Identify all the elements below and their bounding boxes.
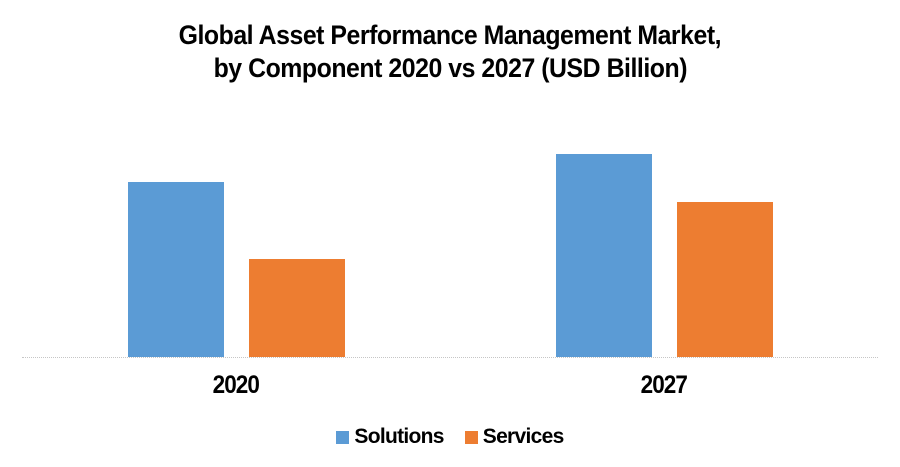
legend-item-services: Services [464,425,565,449]
bar-group-2020 [22,100,450,357]
solutions-swatch-icon [336,430,350,444]
legend: Solutions Services [0,425,900,449]
legend-label-solutions: Solutions [354,425,444,448]
bar-solutions-2027 [555,154,652,357]
chart-title-line-1-text: Global Asset Performance Management Mark… [178,20,722,50]
x-axis-labels: 2020 2027 [22,372,878,398]
legend-item-solutions: Solutions [336,425,444,449]
plot-area [22,100,878,358]
chart-title-line-1: Global Asset Performance Management Mark… [0,19,900,52]
chart-title: Global Asset Performance Management Mark… [0,19,900,85]
bar-solutions-2020 [127,182,224,357]
x-tick-2020-text: 2020 [212,371,260,399]
chart-title-line-2: by Component 2020 vs 2027 (USD Billion) [0,52,900,85]
bar-services-2027 [676,202,773,357]
services-swatch-icon [464,430,478,444]
legend-label-services: Services [482,425,565,448]
bar-services-2020 [248,259,345,357]
x-tick-2027-text: 2027 [640,371,688,399]
x-tick-2020: 2020 [22,372,450,398]
chart-title-line-2-text: by Component 2020 vs 2027 (USD Billion) [213,53,687,83]
bar-group-2027 [450,100,878,357]
x-tick-2027: 2027 [450,372,878,398]
